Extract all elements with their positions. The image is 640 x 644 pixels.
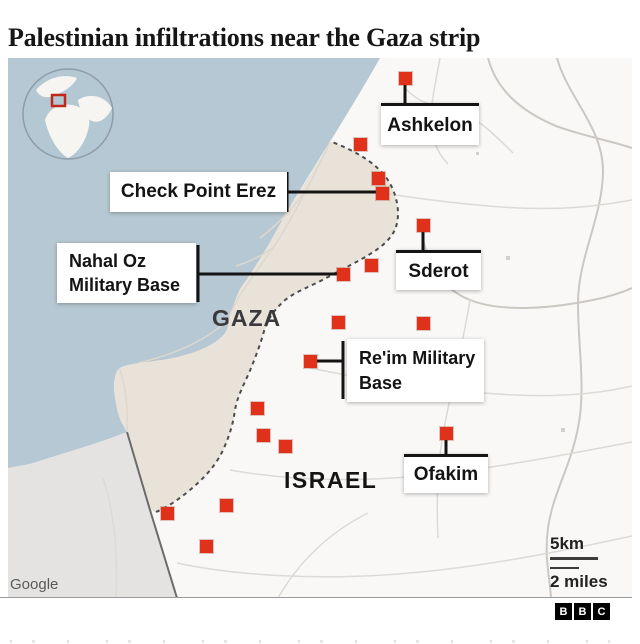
infiltration-marker <box>331 315 345 329</box>
infiltration-marker <box>160 506 174 520</box>
scale-km-line <box>550 557 598 560</box>
gaza-roads <box>119 141 331 431</box>
callout-ashkelon-label: Ashkelon <box>387 114 473 136</box>
callout-lines <box>196 84 448 455</box>
infiltration-marker <box>375 186 389 200</box>
infiltration-marker <box>256 428 270 442</box>
egypt-israel-border <box>126 431 178 598</box>
globe-highlight-box <box>50 93 67 108</box>
google-attribution: Google <box>10 576 59 593</box>
bbc-logo-block-c: C <box>593 603 610 620</box>
infiltration-marker <box>303 354 317 368</box>
infiltration-marker <box>398 71 412 85</box>
cropped-caption-text-sliver <box>10 640 610 643</box>
callout-check-point-erez: Check Point Erez <box>110 172 287 212</box>
region-label-israel: ISRAEL <box>284 467 378 493</box>
infiltration-marker <box>416 218 430 232</box>
callout-reim-line1: Re'im Military <box>359 348 476 369</box>
map-base-layer <box>8 58 632 598</box>
callout-ofakim: Ofakim <box>404 454 488 493</box>
bbc-logo-block-b2: B <box>574 603 591 620</box>
bbc-logo-block-b1: B <box>555 603 572 620</box>
infiltration-marker <box>336 267 350 281</box>
footer-divider <box>0 597 632 598</box>
infiltration-marker <box>416 316 430 330</box>
callout-sderot: Sderot <box>396 250 481 290</box>
egypt-land-area <box>8 432 177 598</box>
callout-nahal-oz-line1: Nahal Oz <box>69 250 147 271</box>
region-label-gaza: GAZA <box>212 305 282 331</box>
town-dots <box>476 152 565 432</box>
infiltration-marker <box>199 539 213 553</box>
callout-erez-label: Check Point Erez <box>120 181 277 202</box>
infiltration-marker <box>371 171 385 185</box>
infiltration-marker <box>250 401 264 415</box>
scale-miles-line <box>550 567 579 569</box>
callout-reim: Re'im Military Base <box>347 339 484 402</box>
callout-nahal-oz-line2: Military Base <box>69 275 181 295</box>
gaza-strip-map: Ashkelon Check Point Erez Nahal Oz Milit… <box>8 58 632 598</box>
infiltration-marker <box>439 426 453 440</box>
bbc-logo: B B C <box>555 603 610 620</box>
callout-nahal-oz: Nahal Oz Military Base <box>57 243 196 303</box>
globe-locator-icon <box>22 68 114 160</box>
infiltration-marker <box>364 258 378 272</box>
scale-km-label: 5km <box>550 534 585 553</box>
callout-ashkelon: Ashkelon <box>381 103 479 145</box>
callout-sderot-label: Sderot <box>408 260 469 282</box>
infiltration-marker <box>353 137 367 151</box>
infiltration-marker <box>219 498 233 512</box>
gaza-strip-area <box>114 142 399 512</box>
scale-bar: 5km 2 miles <box>550 534 608 592</box>
page-title: Palestinian infiltrations near the Gaza … <box>8 23 481 53</box>
infiltration-marker <box>278 439 292 453</box>
callout-reim-line2: Base <box>359 372 403 393</box>
callout-ofakim-label: Ofakim <box>413 464 479 485</box>
scale-miles-label: 2 miles <box>550 572 608 591</box>
